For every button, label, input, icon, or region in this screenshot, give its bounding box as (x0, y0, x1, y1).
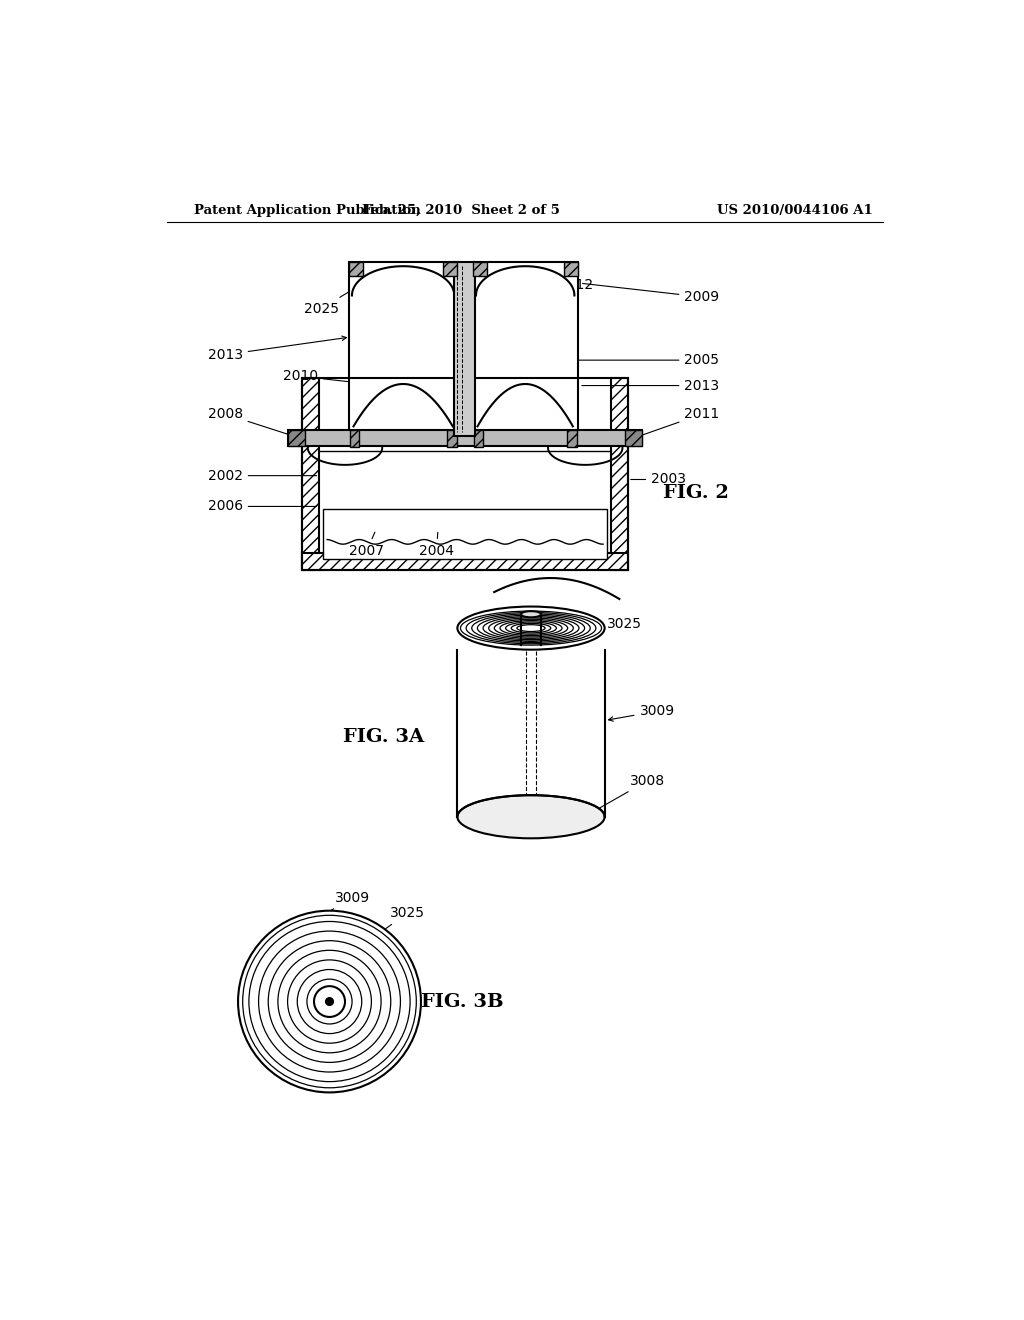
Bar (474, 430, 483, 447)
Text: 3008: 3008 (580, 774, 666, 820)
Text: US 2010/0044106 A1: US 2010/0044106 A1 (717, 205, 872, 218)
Text: Feb. 25, 2010  Sheet 2 of 5: Feb. 25, 2010 Sheet 2 of 5 (362, 205, 560, 218)
Text: 2011: 2011 (637, 407, 720, 437)
Text: 2002: 2002 (208, 469, 316, 483)
Text: 2012: 2012 (510, 268, 593, 293)
Bar (324, 508, 607, 558)
Text: 2009: 2009 (583, 284, 720, 304)
Ellipse shape (458, 607, 604, 649)
Text: 2013: 2013 (208, 337, 346, 362)
Text: 3025: 3025 (553, 618, 642, 631)
Circle shape (326, 998, 334, 1006)
Bar (447, 430, 457, 447)
Bar (289, 430, 305, 446)
Bar (349, 263, 458, 436)
Bar (473, 263, 486, 276)
Bar (443, 263, 458, 276)
Ellipse shape (458, 795, 604, 838)
Text: FIG. 2: FIG. 2 (663, 484, 729, 503)
Text: 2006: 2006 (208, 499, 316, 513)
Circle shape (314, 986, 345, 1016)
Text: FIG. 3A: FIG. 3A (343, 729, 425, 746)
Ellipse shape (521, 611, 541, 618)
Bar (567, 430, 577, 447)
Bar (625, 430, 642, 446)
Text: 2013: 2013 (582, 379, 720, 392)
Bar (454, 263, 475, 436)
Bar (473, 263, 578, 436)
Text: 2003: 2003 (631, 473, 686, 487)
Text: 3025: 3025 (349, 906, 425, 956)
Bar (349, 430, 359, 447)
Bar (319, 378, 611, 553)
Text: 2007: 2007 (349, 532, 384, 558)
Bar (302, 553, 628, 570)
Circle shape (238, 911, 421, 1093)
Text: Patent Application Publication: Patent Application Publication (194, 205, 421, 218)
Text: 2008: 2008 (208, 407, 296, 437)
Text: 2004: 2004 (419, 532, 454, 558)
Bar (289, 430, 642, 446)
Text: 2010: 2010 (283, 370, 381, 385)
Bar (302, 378, 628, 570)
Text: FIG. 3B: FIG. 3B (421, 993, 504, 1011)
Bar (302, 378, 319, 570)
Bar (349, 263, 362, 276)
Text: 2025: 2025 (304, 277, 374, 315)
Bar (611, 378, 628, 570)
Text: 2005: 2005 (577, 354, 720, 367)
Bar (563, 263, 578, 276)
Text: 3009: 3009 (608, 705, 675, 721)
Text: 3009: 3009 (270, 891, 371, 946)
